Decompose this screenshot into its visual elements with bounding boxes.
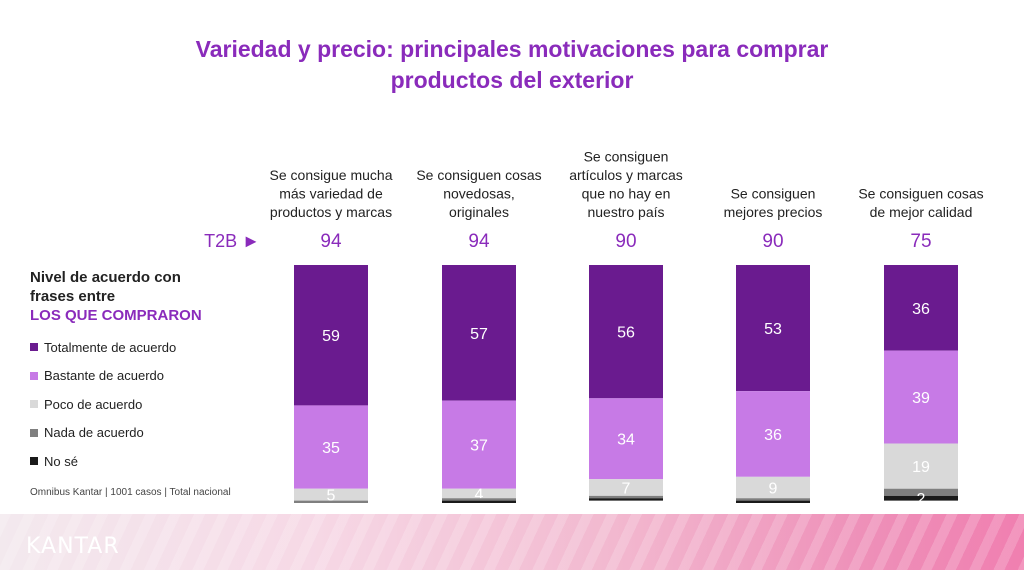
category-label: novedosas, — [443, 186, 515, 202]
bar-segment — [589, 265, 663, 399]
data-label: 36 — [912, 301, 930, 318]
bar-segment — [589, 479, 663, 496]
data-label: 56 — [617, 325, 635, 342]
chart-title: Variedad y precio: principales motivacio… — [0, 34, 1024, 96]
legend-label: Bastante de acuerdo — [44, 368, 164, 384]
legend-heading-1: Nivel de acuerdo con — [30, 269, 181, 286]
category-label: de mejor calidad — [870, 204, 973, 220]
bar-segment — [884, 265, 958, 351]
category-label: Se consiguen cosas — [416, 167, 541, 183]
legend: Nivel de acuerdo con frases entre LOS QU… — [30, 268, 270, 476]
bar-segment — [442, 500, 516, 503]
data-label: 36 — [764, 427, 782, 444]
legend-label: Nada de acuerdo — [44, 425, 144, 441]
legend-heading-2: frases entre — [30, 288, 116, 305]
bar-segment — [884, 495, 958, 501]
data-label: 34 — [617, 432, 635, 449]
legend-subheading: LOS QUE COMPRARON — [30, 307, 202, 324]
legend-item: Bastante de acuerdo — [30, 362, 270, 391]
data-label: 5 — [327, 488, 336, 505]
bar-segment — [589, 495, 663, 499]
legend-swatch — [30, 457, 38, 466]
stacked-bar-chart: T2B ► Se consigue mucha más variedad de pro… — [204, 148, 984, 508]
data-label: 53 — [764, 321, 782, 338]
category-label: mejores precios — [724, 204, 823, 220]
legend-label: Totalmente de acuerdo — [44, 339, 177, 355]
legend-item: Nada de acuerdo — [30, 419, 270, 448]
bar-segment — [736, 391, 810, 477]
data-label: 9 — [769, 481, 778, 498]
title-line-1: Variedad y precio: principales motivacio… — [195, 36, 829, 62]
bar-segment — [736, 500, 810, 503]
bar-segment — [294, 488, 368, 501]
footer-band: KANTAR — [0, 514, 1024, 570]
category-label: Se consiguen — [731, 186, 816, 202]
legend-swatch — [30, 428, 38, 437]
bar-segment — [442, 400, 516, 489]
t2b-value: 90 — [615, 231, 636, 252]
bar-segment — [442, 488, 516, 499]
bar-segment — [589, 398, 663, 480]
legend-items: Totalmente de acuerdo Bastante de acuerdo… — [30, 333, 270, 476]
legend-swatch — [30, 371, 38, 380]
category-label: Se consigue mucha — [270, 167, 393, 183]
bar-segment — [884, 488, 958, 496]
legend-label: Poco de acuerdo — [44, 396, 143, 412]
data-label: 39 — [912, 390, 930, 407]
bar-segment — [442, 498, 516, 501]
bar-segment — [884, 443, 958, 489]
kantar-logo: KANTAR — [26, 534, 120, 559]
bar-segment — [294, 405, 368, 489]
data-label: 4 — [475, 486, 484, 503]
category-label: más variedad de — [279, 186, 383, 202]
category-label: nuestro país — [587, 204, 664, 220]
category-label: que no hay en — [582, 186, 671, 202]
category-label: productos y marcas — [270, 204, 392, 220]
bar-segment — [736, 476, 810, 499]
bar-segment — [884, 350, 958, 444]
data-label: 19 — [912, 459, 930, 476]
data-label: 57 — [470, 326, 488, 343]
source-note: Omnibus Kantar | 1001 casos | Total naci… — [30, 487, 231, 498]
footer-decoration — [0, 514, 1024, 570]
t2b-value: 90 — [762, 231, 783, 252]
data-label: 37 — [470, 438, 488, 455]
bar-segment — [736, 265, 810, 392]
data-label: 35 — [322, 440, 340, 457]
bar-segment — [294, 500, 368, 503]
t2b-value: 94 — [468, 231, 490, 252]
data-label: 59 — [322, 328, 340, 345]
category-label: originales — [449, 204, 509, 220]
data-label: 7 — [622, 481, 631, 498]
legend-item: Poco de acuerdo — [30, 390, 270, 419]
legend-swatch — [30, 400, 38, 409]
t2b-value: 75 — [910, 231, 931, 252]
bar-segment — [442, 265, 516, 401]
title-line-2: productos del exterior — [390, 67, 634, 93]
bar-segment — [589, 498, 663, 501]
legend-item: No sé — [30, 447, 270, 476]
category-label: Se consiguen cosas — [858, 186, 983, 202]
category-label: Se consiguen — [584, 149, 669, 165]
bar-segment — [736, 498, 810, 501]
legend-label: No sé — [44, 453, 78, 469]
category-label: artículos y marcas — [569, 167, 683, 183]
bar-segment — [294, 265, 368, 406]
legend-item: Totalmente de acuerdo — [30, 333, 270, 362]
legend-swatch — [30, 343, 38, 352]
t2b-value: 94 — [320, 231, 342, 252]
t2b-label: T2B ► — [204, 231, 260, 251]
data-label: 2 — [917, 491, 926, 508]
